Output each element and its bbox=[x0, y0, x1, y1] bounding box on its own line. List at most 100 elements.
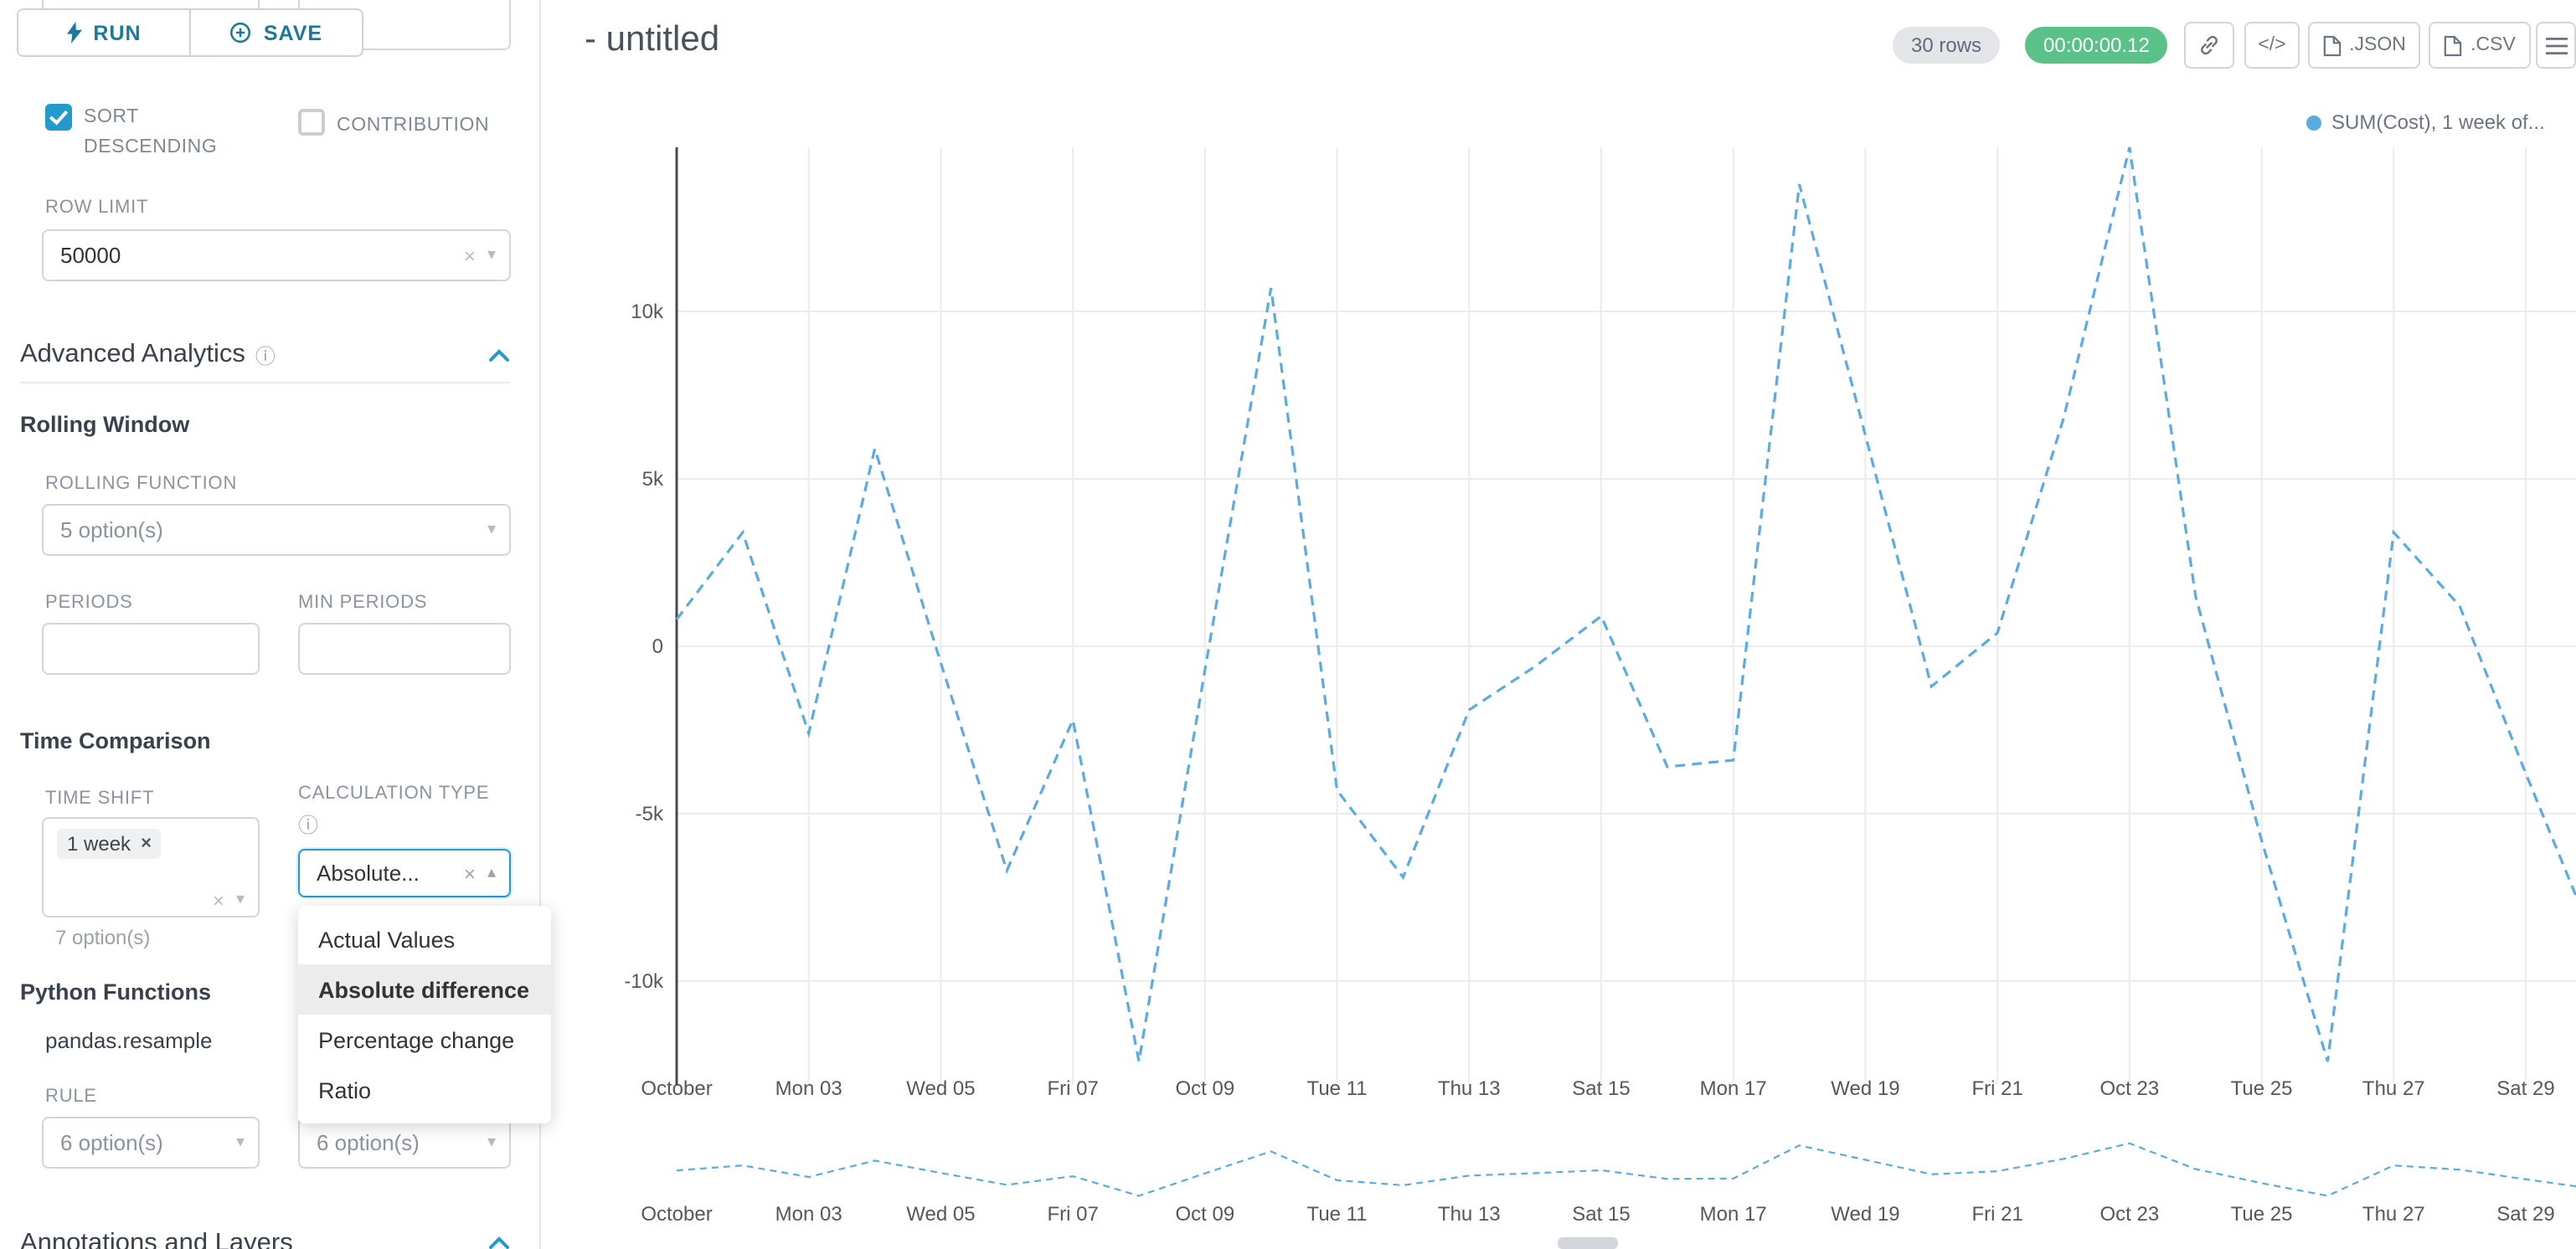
row-count-badge: 30 rows bbox=[1893, 27, 2001, 64]
more-options-button[interactable] bbox=[2536, 22, 2576, 69]
svg-text:Thu 13: Thu 13 bbox=[1438, 1203, 1501, 1226]
menu-item-ratio[interactable]: Ratio bbox=[318, 1077, 372, 1103]
svg-text:Wed 19: Wed 19 bbox=[1831, 1077, 1899, 1100]
legend-item[interactable]: SUM(Cost), 1 week of... bbox=[2306, 111, 2545, 134]
legend-label: SUM(Cost), 1 week of... bbox=[2331, 111, 2545, 134]
svg-text:Fri 21: Fri 21 bbox=[1971, 1077, 2022, 1100]
svg-text:Tue 11: Tue 11 bbox=[1307, 1077, 1368, 1100]
query-timer-badge: 00:00:00.12 bbox=[2025, 27, 2168, 64]
chevron-down-icon[interactable]: ▾ bbox=[235, 891, 245, 909]
info-icon[interactable]: ⓘ bbox=[298, 814, 319, 837]
export-json-button[interactable]: .JSON bbox=[2308, 22, 2420, 69]
chevron-up-icon[interactable]: ▴ bbox=[487, 863, 496, 881]
annotations-layers-header: Annotations and Layers bbox=[20, 1229, 293, 1249]
row-limit-value: 50000 bbox=[60, 243, 121, 268]
clear-icon[interactable]: × bbox=[463, 244, 476, 267]
rule-select-2[interactable]: 6 option(s) ▾ bbox=[298, 1117, 511, 1169]
svg-text:October: October bbox=[641, 1203, 712, 1226]
legend-dot bbox=[2306, 115, 2321, 130]
sort-descending-checkbox[interactable] bbox=[45, 104, 72, 131]
chevron-down-icon[interactable]: ▾ bbox=[487, 520, 496, 538]
embed-code-button[interactable]: </> bbox=[2244, 22, 2300, 69]
svg-text:Oct 09: Oct 09 bbox=[1176, 1203, 1235, 1226]
export-csv-button[interactable]: .CSV bbox=[2429, 22, 2531, 69]
file-icon bbox=[2444, 34, 2462, 56]
rolling-function-label: ROLLING FUNCTION bbox=[45, 474, 238, 494]
svg-text:Sat 29: Sat 29 bbox=[2496, 1203, 2554, 1226]
svg-text:Sat 15: Sat 15 bbox=[1572, 1077, 1630, 1100]
sort-descending-label: SORT DESCENDING bbox=[84, 107, 218, 158]
collapse-chevron-icon[interactable] bbox=[487, 348, 511, 363]
annotations-layers-title: Annotations and Layers bbox=[20, 1229, 293, 1249]
svg-text:-10k: -10k bbox=[624, 970, 664, 993]
periods-label: PERIODS bbox=[45, 593, 133, 613]
periods-input[interactable] bbox=[42, 623, 260, 675]
contribution-checkbox[interactable] bbox=[298, 109, 325, 136]
svg-text:Oct 23: Oct 23 bbox=[2100, 1077, 2160, 1100]
rolling-function-select[interactable]: 5 option(s) ▾ bbox=[42, 504, 511, 556]
remove-tag-icon[interactable]: × bbox=[141, 834, 152, 854]
chevron-down-icon[interactable]: ▾ bbox=[235, 1133, 245, 1151]
rule-placeholder-2: 6 option(s) bbox=[317, 1130, 420, 1155]
time-shift-helper: 7 option(s) bbox=[55, 926, 151, 949]
collapse-chevron-icon[interactable] bbox=[487, 1236, 511, 1249]
svg-text:Thu 27: Thu 27 bbox=[2362, 1077, 2425, 1100]
svg-text:Mon 03: Mon 03 bbox=[775, 1203, 842, 1226]
python-function-item: pandas.resample bbox=[45, 1028, 213, 1053]
code-icon: </> bbox=[2258, 35, 2286, 55]
file-icon bbox=[2322, 34, 2341, 56]
svg-text:Tue 25: Tue 25 bbox=[2231, 1203, 2293, 1226]
lightning-bolt-icon bbox=[66, 22, 82, 44]
svg-text:Thu 27: Thu 27 bbox=[2362, 1203, 2425, 1226]
svg-text:Tue 25: Tue 25 bbox=[2231, 1077, 2293, 1100]
scrollbar-thumb[interactable] bbox=[1558, 1237, 1618, 1249]
rolling-function-placeholder: 5 option(s) bbox=[60, 517, 163, 542]
python-functions-title: Python Functions bbox=[20, 979, 211, 1005]
chart-title: - untitled bbox=[585, 20, 720, 59]
copy-link-button[interactable] bbox=[2184, 22, 2234, 69]
svg-text:Fri 21: Fri 21 bbox=[1971, 1203, 2022, 1226]
link-icon bbox=[2201, 35, 2218, 55]
control-panel: option(s) RUN SAVE SORT DESCENDING CONTR… bbox=[0, 0, 551, 1249]
clear-icon[interactable]: × bbox=[463, 861, 476, 885]
rule-select-1[interactable]: 6 option(s) ▾ bbox=[42, 1117, 260, 1169]
svg-text:Oct 23: Oct 23 bbox=[2100, 1203, 2160, 1226]
calculation-type-label: CALCULATION TYPE bbox=[298, 784, 490, 804]
json-label: .JSON bbox=[2349, 35, 2406, 55]
chevron-down-icon[interactable]: ▾ bbox=[487, 1133, 496, 1151]
clear-icon[interactable]: × bbox=[212, 889, 224, 912]
svg-text:Mon 03: Mon 03 bbox=[775, 1077, 842, 1100]
plus-circle-icon bbox=[230, 22, 251, 44]
svg-text:Wed 05: Wed 05 bbox=[906, 1077, 975, 1100]
svg-text:Sat 15: Sat 15 bbox=[1572, 1203, 1630, 1226]
svg-text:Wed 19: Wed 19 bbox=[1831, 1203, 1899, 1226]
save-button[interactable]: SAVE bbox=[189, 10, 362, 55]
menu-item-percentage-change[interactable]: Percentage change bbox=[318, 1027, 515, 1052]
time-shift-tag-label: 1 week bbox=[67, 832, 131, 856]
menu-item-absolute-difference[interactable]: Absolute difference bbox=[298, 964, 551, 1015]
rule-placeholder-1: 6 option(s) bbox=[60, 1130, 163, 1155]
run-button[interactable]: RUN bbox=[18, 10, 189, 55]
svg-text:Fri 07: Fri 07 bbox=[1047, 1203, 1098, 1226]
divider bbox=[20, 382, 511, 383]
row-limit-select[interactable]: 50000 × ▾ bbox=[42, 229, 511, 281]
chevron-down-icon[interactable]: ▾ bbox=[487, 245, 496, 264]
svg-text:5k: 5k bbox=[642, 468, 664, 491]
time-shift-select[interactable]: 1 week × × ▾ bbox=[42, 817, 260, 917]
csv-label: .CSV bbox=[2470, 35, 2516, 55]
time-shift-tag: 1 week × bbox=[57, 829, 162, 859]
advanced-analytics-header: Advanced Analytics ⓘ bbox=[20, 340, 276, 370]
menu-item-actual-values[interactable]: Actual Values bbox=[318, 927, 456, 952]
time-shift-label: TIME SHIFT bbox=[45, 789, 155, 809]
info-icon[interactable]: ⓘ bbox=[255, 344, 276, 368]
svg-text:Oct 09: Oct 09 bbox=[1176, 1077, 1235, 1100]
svg-text:Mon 17: Mon 17 bbox=[1700, 1077, 1767, 1100]
rule-label: RULE bbox=[45, 1087, 97, 1107]
save-label: SAVE bbox=[263, 21, 323, 44]
row-limit-label: ROW LIMIT bbox=[45, 198, 149, 218]
calculation-type-select[interactable]: Absolute... × ▴ bbox=[298, 849, 511, 897]
calculation-type-dropdown: Actual Values Absolute difference Percen… bbox=[298, 906, 551, 1123]
min-periods-input[interactable] bbox=[298, 623, 511, 675]
